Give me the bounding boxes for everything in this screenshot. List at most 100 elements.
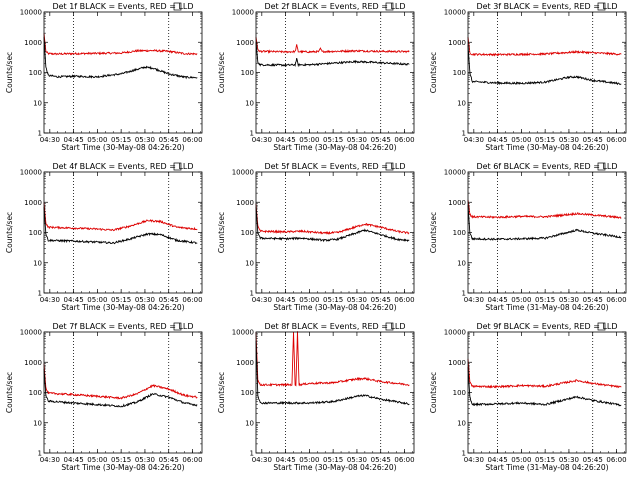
legend-box — [173, 322, 182, 331]
x-axis-label: Start Time (30-May-08 04:26:20) — [273, 303, 396, 312]
x-tick-label: 04:30 — [252, 296, 272, 304]
x-axis-label: Start Time (30-May-08 04:26:20) — [61, 303, 184, 312]
plot-frame — [255, 331, 415, 454]
plot-frame — [43, 171, 203, 294]
x-tick-label: 06:00 — [394, 456, 414, 464]
legend-box — [597, 322, 606, 331]
x-axis-label: Start Time (30-May-08 04:26:20) — [61, 143, 184, 152]
y-tick-label: 1 — [250, 130, 254, 138]
y-tick-label: 1000 — [24, 39, 42, 47]
y-tick-label: 1 — [38, 290, 42, 298]
x-tick-label: 05:00 — [511, 456, 531, 464]
panel-title: Det 5f BLACK = Events, RED = LLD — [264, 162, 405, 171]
panel-title: Det 4f BLACK = Events, RED = LLD — [52, 162, 193, 171]
detector-panel-5: Det 5f BLACK = Events, RED = LLD 1 10 100 10… — [217, 162, 415, 312]
y-tick-label: 10 — [245, 419, 254, 427]
y-tick-label: 10000 — [232, 169, 254, 177]
x-tick-label: 04:30 — [464, 456, 484, 464]
y-tick-label: 1000 — [448, 359, 466, 367]
x-tick-label: 05:15 — [535, 296, 555, 304]
lld-series-line — [467, 358, 622, 389]
x-axis-label: Start Time (31-May-08 04:26:20) — [485, 463, 608, 472]
x-tick-label: 04:30 — [40, 456, 60, 464]
y-tick-label: 1 — [462, 130, 466, 138]
lld-series-line — [43, 33, 198, 56]
x-tick-label: 04:30 — [464, 136, 484, 144]
y-axis-label: Counts/sec — [5, 372, 14, 413]
x-tick-label: 05:45 — [583, 296, 603, 304]
x-tick-label: 05:15 — [535, 136, 555, 144]
panel-title: Det 9f BLACK = Events, RED = LLD — [476, 322, 617, 331]
x-tick-label: 06:00 — [182, 136, 202, 144]
lld-series-line — [43, 363, 198, 400]
events-series-line — [255, 42, 410, 68]
x-tick-label: 05:45 — [371, 456, 391, 464]
x-tick-label: 04:45 — [63, 296, 83, 304]
y-tick-label: 10000 — [444, 9, 466, 17]
x-tick-label: 05:00 — [299, 296, 319, 304]
y-tick-label: 1000 — [236, 39, 254, 47]
plot-frame — [43, 11, 203, 134]
y-tick-label: 10 — [33, 419, 42, 427]
x-tick-label: 05:00 — [299, 456, 319, 464]
lld-series-line — [255, 331, 410, 387]
x-tick-label: 05:00 — [87, 136, 107, 144]
x-tick-label: 05:15 — [323, 456, 343, 464]
lld-series-line — [255, 36, 410, 54]
x-tick-label: 05:30 — [559, 136, 579, 144]
y-tick-label: 1000 — [24, 199, 42, 207]
y-tick-label: 10 — [33, 99, 42, 107]
y-tick-label: 100 — [453, 389, 466, 397]
x-tick-label: 06:00 — [606, 296, 626, 304]
panel-title: Det 6f BLACK = Events, RED = LLD — [476, 162, 617, 171]
detector-panel-1: Det 1f BLACK = Events, RED = LLD 1 10 100 10… — [5, 2, 203, 152]
x-tick-label: 05:00 — [511, 296, 531, 304]
detector-panel-2: Det 2f BLACK = Events, RED = LLD 1 10 100 10… — [217, 2, 415, 152]
y-tick-label: 10 — [457, 259, 466, 267]
legend-box — [597, 162, 606, 171]
y-tick-label: 10 — [457, 99, 466, 107]
y-axis-label: Counts/sec — [217, 372, 226, 413]
lld-series-line — [255, 203, 410, 236]
events-series-line — [255, 206, 410, 243]
y-tick-label: 10000 — [20, 329, 42, 337]
y-tick-label: 100 — [241, 229, 254, 237]
x-tick-label: 05:00 — [87, 296, 107, 304]
events-series-line — [467, 205, 622, 241]
x-tick-label: 06:00 — [606, 136, 626, 144]
y-tick-label: 10000 — [232, 9, 254, 17]
x-tick-label: 05:45 — [583, 136, 603, 144]
x-tick-label: 04:45 — [63, 136, 83, 144]
detector-panel-4: Det 4f BLACK = Events, RED = LLD 1 10 100 10… — [5, 162, 203, 312]
legend-box — [173, 2, 182, 11]
events-series-line — [467, 45, 622, 86]
y-tick-label: 1000 — [24, 359, 42, 367]
x-axis-label: Start Time (30-May-08 04:26:20) — [61, 463, 184, 472]
y-tick-label: 1 — [462, 290, 466, 298]
plot-frame — [467, 171, 627, 294]
x-tick-label: 04:45 — [487, 456, 507, 464]
x-tick-label: 05:30 — [135, 136, 155, 144]
x-tick-label: 06:00 — [182, 296, 202, 304]
detector-panel-8: Det 8f BLACK = Events, RED = LLD 1 10 100 10… — [217, 322, 415, 472]
x-tick-label: 06:00 — [394, 296, 414, 304]
x-tick-label: 05:45 — [159, 136, 179, 144]
x-tick-label: 05:45 — [159, 296, 179, 304]
x-tick-label: 05:30 — [347, 136, 367, 144]
legend-box — [385, 2, 394, 11]
panel-title: Det 8f BLACK = Events, RED = LLD — [264, 322, 405, 331]
legend-box — [385, 162, 394, 171]
y-tick-label: 1 — [250, 290, 254, 298]
x-axis-label: Start Time (31-May-08 04:26:20) — [485, 303, 608, 312]
panel-title: Det 7f BLACK = Events, RED = LLD — [52, 322, 193, 331]
legend-box — [597, 2, 606, 11]
x-tick-label: 04:30 — [252, 456, 272, 464]
panel-title: Det 1f BLACK = Events, RED = LLD — [52, 2, 193, 11]
x-tick-label: 05:30 — [135, 456, 155, 464]
x-tick-label: 04:30 — [464, 296, 484, 304]
x-axis-label: Start Time (30-May-08 04:26:20) — [273, 463, 396, 472]
x-tick-label: 05:15 — [111, 456, 131, 464]
y-axis-label: Counts/sec — [5, 52, 14, 93]
lld-series-line — [467, 199, 622, 220]
events-series-line — [43, 368, 198, 408]
